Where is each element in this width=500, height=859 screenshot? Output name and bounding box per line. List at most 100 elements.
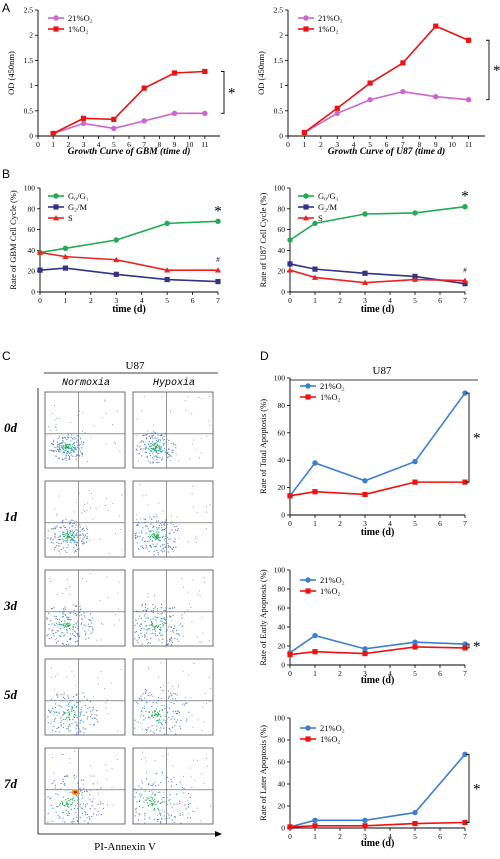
- flow-event: [74, 711, 76, 713]
- flow-event: [91, 815, 93, 818]
- flow-event: [162, 439, 164, 441]
- flow-event: [156, 720, 158, 722]
- flow-event: [70, 730, 72, 732]
- flow-event: [69, 625, 71, 627]
- flow-event: [161, 634, 163, 637]
- flow-event: [62, 451, 65, 453]
- flow-event: [152, 543, 154, 545]
- flow-event: [86, 527, 88, 529]
- flow-event: [172, 607, 174, 609]
- flow-event: [82, 443, 84, 445]
- flow-event: [144, 613, 146, 615]
- flow-event: [172, 685, 174, 687]
- data-point: [400, 60, 406, 66]
- flow-event: [166, 721, 168, 723]
- flow-event: [145, 603, 147, 605]
- flow-event: [86, 529, 89, 531]
- flow-event: [67, 804, 69, 806]
- flow-event: [157, 719, 159, 722]
- flow-event: [157, 625, 160, 628]
- flow-event: [165, 622, 167, 624]
- flow-event: [152, 783, 154, 785]
- flow-event: [166, 789, 168, 791]
- x-tick-label: 5: [413, 519, 417, 528]
- flow-event: [161, 544, 163, 546]
- flow-event: [171, 641, 173, 643]
- flow-event: [149, 544, 151, 546]
- flow-event: [69, 791, 71, 793]
- flow-event: [76, 733, 78, 735]
- data-point: [362, 651, 368, 657]
- flow-event: [96, 714, 98, 716]
- flow-event: [158, 639, 160, 641]
- flow-event: [166, 629, 168, 631]
- flow-event: [172, 630, 174, 632]
- flow-event: [79, 636, 81, 638]
- flow-event: [141, 440, 143, 443]
- flow-event: [150, 531, 152, 533]
- flow-event: [141, 710, 143, 712]
- flow-event: [181, 578, 183, 580]
- flow-event: [166, 817, 168, 819]
- flow-event: [154, 626, 156, 628]
- flow-event: [209, 701, 211, 702]
- flow-event: [161, 798, 163, 800]
- flow-event: [70, 533, 72, 535]
- flow-event: [161, 723, 163, 726]
- flow-event: [84, 534, 86, 536]
- flow-event: [68, 616, 70, 618]
- flow-event: [72, 710, 75, 712]
- flow-event: [61, 642, 63, 645]
- data-point: [164, 267, 171, 273]
- flow-event: [60, 722, 62, 723]
- flow-event: [160, 607, 162, 609]
- flow-event: [159, 435, 161, 437]
- flow-event: [149, 446, 151, 448]
- flow-event: [52, 714, 54, 716]
- flow-event: [51, 528, 53, 530]
- flow-event: [57, 443, 59, 445]
- data-point: [412, 639, 418, 645]
- data-point: [412, 644, 418, 650]
- flow-event: [150, 443, 152, 445]
- flow-event: [136, 701, 138, 703]
- flow-event: [76, 454, 78, 456]
- flow-event: [143, 434, 145, 436]
- flow-event: [151, 713, 153, 715]
- flow-event: [85, 525, 87, 527]
- flow-event: [67, 624, 69, 626]
- flow-event: [82, 721, 84, 723]
- flow-event: [153, 711, 155, 713]
- flow-event: [181, 625, 183, 627]
- flow-event: [56, 513, 58, 515]
- flow-event: [172, 452, 174, 454]
- flow-event: [148, 805, 150, 807]
- flow-event: [66, 551, 68, 553]
- flow-event: [144, 444, 146, 446]
- flow-event: [85, 638, 87, 640]
- flow-event: [82, 431, 83, 433]
- flow-event: [62, 801, 64, 803]
- flow-event: [189, 458, 191, 460]
- flow-event: [166, 776, 168, 778]
- flow-event: [176, 629, 178, 632]
- flow-event: [64, 539, 66, 541]
- data-point: [287, 261, 293, 267]
- flow-event: [156, 456, 158, 458]
- flow-event: [93, 717, 95, 719]
- flow-event: [147, 430, 149, 432]
- flow-event: [79, 805, 81, 807]
- flow-event: [82, 527, 84, 529]
- flow-event: [47, 709, 50, 711]
- flow-event: [62, 780, 64, 782]
- flow-event: [54, 535, 56, 537]
- flow-event: [196, 760, 198, 762]
- flow-event: [63, 451, 65, 453]
- flow-event: [63, 644, 65, 647]
- flow-event: [176, 638, 178, 640]
- flow-event: [150, 730, 152, 732]
- flow-event: [64, 785, 66, 787]
- flow-event: [66, 812, 68, 814]
- flow-event: [60, 527, 62, 529]
- flow-event: [154, 760, 156, 761]
